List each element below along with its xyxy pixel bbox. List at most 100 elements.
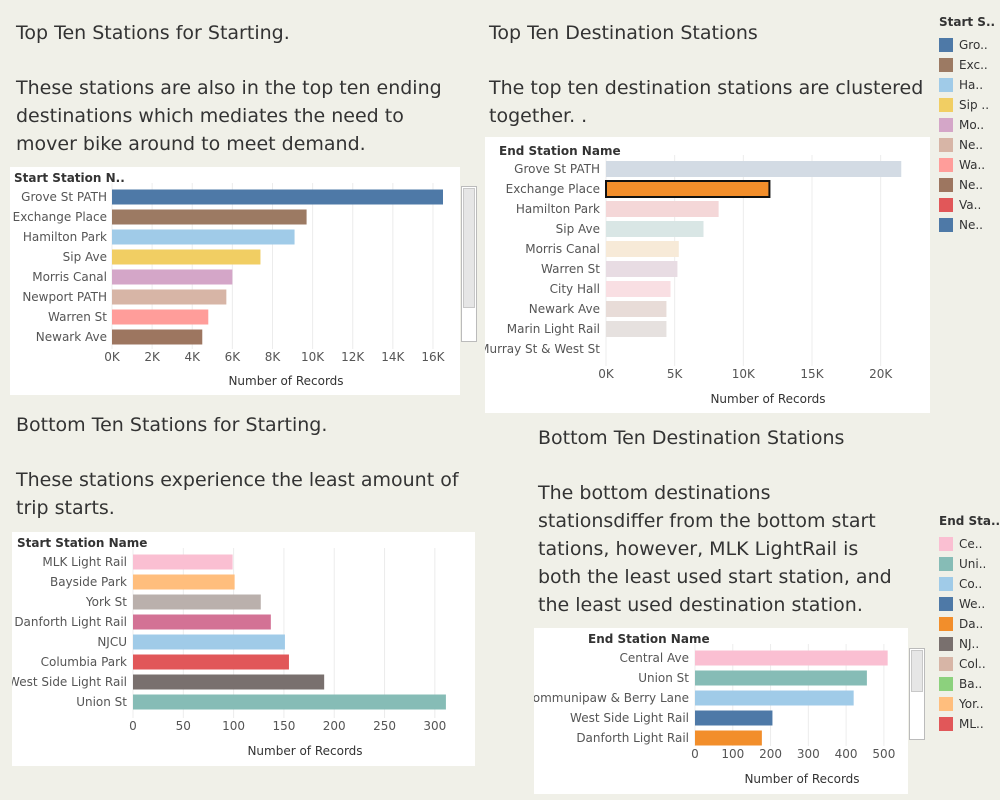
bar[interactable] xyxy=(133,574,235,590)
category-label: Newark Ave xyxy=(36,330,107,344)
legend-label: Co.. xyxy=(959,577,983,591)
legend-item[interactable]: Uni.. xyxy=(939,554,999,574)
top-start-scrollbar[interactable] xyxy=(461,186,477,342)
bar[interactable] xyxy=(695,730,762,746)
category-label: Bayside Park xyxy=(50,575,127,589)
bar[interactable] xyxy=(606,221,704,237)
x-tick-label: 150 xyxy=(272,719,295,733)
legend-item[interactable]: Va.. xyxy=(939,195,999,215)
legend-item[interactable]: Mo.. xyxy=(939,115,999,135)
legend-label: Exc.. xyxy=(959,58,988,72)
bar[interactable] xyxy=(112,309,209,325)
legend-item[interactable]: Ne.. xyxy=(939,135,999,155)
legend-swatch xyxy=(939,178,953,192)
legend-item[interactable]: Ce.. xyxy=(939,534,999,554)
bar[interactable] xyxy=(606,281,671,297)
bottom-dest-title: Bottom Ten Destination Stations xyxy=(538,427,845,449)
legend-item[interactable]: Exc.. xyxy=(939,55,999,75)
legend-title: End Sta.. xyxy=(939,514,1000,528)
legend-item[interactable]: Sip .. xyxy=(939,95,999,115)
legend-label: ML.. xyxy=(959,717,984,731)
bottom-dest-scrollbar-thumb[interactable] xyxy=(911,650,923,692)
legend-swatch xyxy=(939,697,953,711)
bar[interactable] xyxy=(133,694,446,710)
legend-item[interactable]: Col.. xyxy=(939,654,999,674)
dimension-title: Start Station Name xyxy=(17,536,147,550)
category-label: Morris Canal xyxy=(32,270,107,284)
legend-label: Mo.. xyxy=(959,118,985,132)
bar[interactable] xyxy=(605,180,771,198)
category-label: Warren St xyxy=(541,262,600,276)
x-tick-label: 200 xyxy=(323,719,346,733)
legend-label: Ha.. xyxy=(959,78,984,92)
legend-item[interactable]: Ne.. xyxy=(939,175,999,195)
legend-item[interactable]: Da.. xyxy=(939,614,999,634)
x-tick-label: 300 xyxy=(797,747,820,761)
legend-item[interactable]: Ne.. xyxy=(939,215,999,235)
bar[interactable] xyxy=(112,289,227,305)
category-label: Marin Light Rail xyxy=(507,322,600,336)
bar[interactable] xyxy=(112,249,261,265)
legend-label: Ba.. xyxy=(959,677,983,691)
legend-label: We.. xyxy=(959,597,986,611)
bottom-dest-scrollbar[interactable] xyxy=(909,648,925,740)
bar[interactable] xyxy=(606,201,719,217)
legend-title: Start S.. xyxy=(939,15,996,29)
bar[interactable] xyxy=(112,269,233,285)
top-dest-description: The top ten destination stations are clu… xyxy=(489,77,924,127)
legend-swatch xyxy=(939,717,953,731)
legend-item[interactable]: Yor.. xyxy=(939,694,999,714)
bar[interactable] xyxy=(133,674,325,690)
bar[interactable] xyxy=(606,261,678,277)
legend-label: Gro.. xyxy=(959,38,988,52)
legend-item[interactable]: ML.. xyxy=(939,714,999,734)
dimension-title: Start Station N.. xyxy=(14,171,125,185)
legend-item[interactable]: Wa.. xyxy=(939,155,999,175)
x-tick-label: 400 xyxy=(835,747,858,761)
category-label: Newark Ave xyxy=(529,302,600,316)
bar[interactable] xyxy=(133,554,233,570)
bar[interactable] xyxy=(606,241,679,257)
bar[interactable] xyxy=(112,189,443,205)
bar[interactable] xyxy=(133,634,285,650)
bar[interactable] xyxy=(695,670,867,686)
x-tick-label: 4K xyxy=(184,350,201,364)
category-label: MLK Light Rail xyxy=(42,555,127,569)
bar[interactable] xyxy=(695,650,888,666)
x-tick-label: 0 xyxy=(129,719,137,733)
bar[interactable] xyxy=(112,209,307,225)
x-tick-label: 8K xyxy=(265,350,282,364)
legend-item[interactable]: Co.. xyxy=(939,574,999,594)
bar[interactable] xyxy=(112,329,203,345)
top-start-chart: 0K 2K 4K 6K 8K 10K 12K 14K 16K Start Station N.. G… xyxy=(13,171,446,388)
category-label: Union St xyxy=(638,671,689,685)
legend-swatch xyxy=(939,78,953,92)
category-label: Central Ave xyxy=(620,651,690,665)
category-label: NJCU xyxy=(97,635,127,649)
legend-item[interactable]: NJ.. xyxy=(939,634,999,654)
bar[interactable] xyxy=(133,594,261,610)
legend-label: Sip .. xyxy=(959,98,990,112)
top-start-scrollbar-thumb[interactable] xyxy=(463,188,475,308)
legend-swatch xyxy=(939,597,953,611)
legend-item[interactable]: Ba.. xyxy=(939,674,999,694)
category-label: Sip Ave xyxy=(556,222,600,236)
bar[interactable] xyxy=(133,614,271,630)
bar[interactable] xyxy=(695,690,854,706)
legend-swatch xyxy=(939,158,953,172)
legend-item[interactable]: Gro.. xyxy=(939,35,999,55)
top-dest-title: Top Ten Destination Stations xyxy=(489,22,758,44)
bar[interactable] xyxy=(606,161,902,177)
x-tick-label: 300 xyxy=(423,719,446,733)
category-label: West Side Light Rail xyxy=(570,711,689,725)
bar[interactable] xyxy=(606,301,667,317)
bottom-dest-description: The bottom destinations stationsdiffer f… xyxy=(538,482,892,616)
bar[interactable] xyxy=(133,654,289,670)
legend-item[interactable]: We.. xyxy=(939,594,999,614)
bar[interactable] xyxy=(606,321,667,337)
category-label: York St xyxy=(85,595,127,609)
bar[interactable] xyxy=(112,229,295,245)
x-tick-label: 2K xyxy=(144,350,161,364)
legend-item[interactable]: Ha.. xyxy=(939,75,999,95)
bar[interactable] xyxy=(695,710,773,726)
